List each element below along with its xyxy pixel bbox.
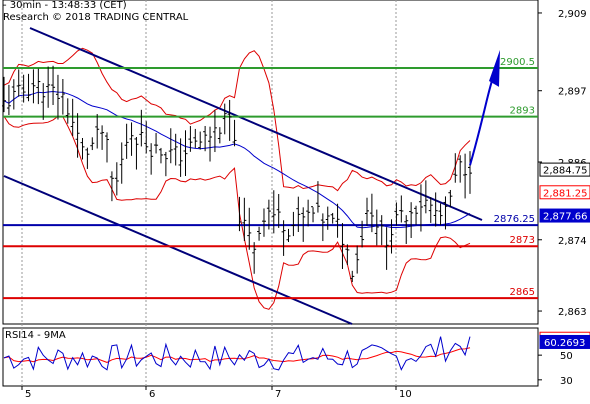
level-label: 2873 (510, 235, 535, 246)
price-value-label: 2,881.25 (543, 188, 588, 199)
price-value-box (539, 162, 590, 177)
rsi-value-box (539, 334, 590, 349)
rsi-value-label: 60.2693 (544, 338, 585, 349)
x-tick-label: 6 (149, 389, 155, 400)
price-value-label: 2,877.66 (543, 212, 588, 223)
rsi-ma-line (3, 347, 471, 363)
rsi-panel-frame (2, 327, 539, 387)
chart-copyright-label: Research © 2018 TRADING CENTRAL (3, 12, 189, 23)
price-value-box (539, 185, 590, 200)
lower-band-line (3, 115, 471, 310)
price-value-label: 2,884.75 (543, 166, 588, 177)
y-tick-label: 2,897 (558, 87, 587, 98)
rsi-line (3, 336, 471, 371)
y-tick-label: 2,909 (558, 9, 587, 20)
x-tick-label: 10 (399, 389, 412, 400)
level-label: 2876.25 (494, 214, 535, 225)
rsi-y-tick-label: 30 (560, 376, 573, 387)
rsi-y-tick-label: 50 (560, 351, 573, 362)
y-tick-label: 2,863 (558, 307, 587, 318)
x-tick-label: 5 (25, 389, 31, 400)
channel-lower-line (3, 175, 353, 325)
level-label: 2893 (510, 106, 535, 117)
upper-band-line (3, 47, 471, 192)
forecast-arrow-head (489, 49, 500, 87)
moving-average-line (3, 90, 471, 229)
forecast-arrow-line (469, 74, 495, 166)
price-value-box (539, 208, 590, 223)
rsi-title: RSI14 - 9MA (5, 330, 66, 341)
chart-timeframe-label: - 30min - 13:48:33 (CET) (3, 0, 127, 11)
y-tick-label: 2,874 (558, 236, 587, 247)
channel-upper-line (29, 27, 483, 221)
level-label: 2900.5 (500, 57, 535, 68)
level-label: 2865 (510, 287, 535, 298)
x-tick-label: 7 (275, 389, 281, 400)
